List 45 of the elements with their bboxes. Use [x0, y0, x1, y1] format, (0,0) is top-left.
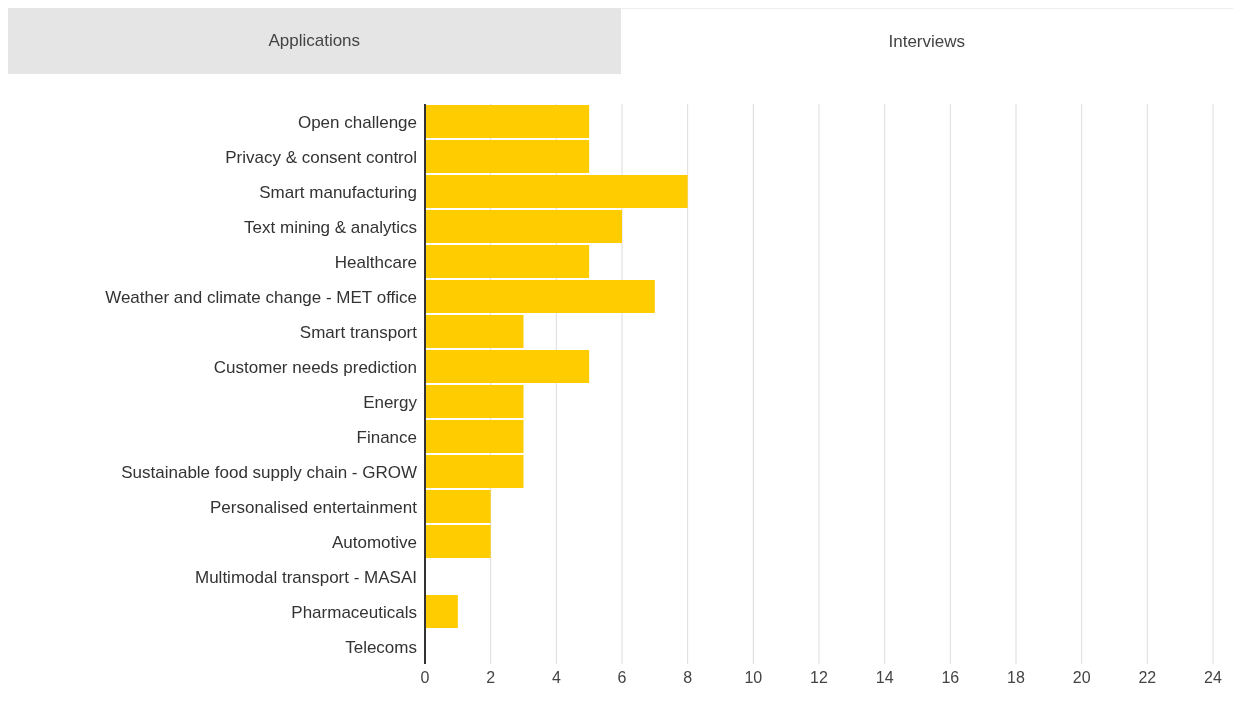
x-tick-label: 6	[617, 669, 627, 687]
y-tick-label: Weather and climate change - MET office	[105, 287, 417, 307]
y-tick-label: Telecoms	[345, 637, 417, 657]
y-tick-label: Text mining & analytics	[244, 217, 417, 237]
x-tick-label: 4	[551, 669, 561, 687]
y-tick-label: Privacy & consent control	[225, 147, 417, 167]
x-tick-label: 14	[875, 669, 894, 687]
bar	[425, 140, 590, 173]
x-tick-label: 18	[1007, 669, 1025, 687]
x-tick-label: 20	[1072, 669, 1091, 687]
text: Interviews	[620, 8, 1233, 74]
y-tick-label: Automotive	[331, 532, 417, 552]
bar	[425, 420, 524, 453]
x-tick-label: 16	[941, 669, 960, 687]
bar	[425, 595, 458, 628]
x-tick-label: 10	[744, 669, 763, 687]
y-tick-label: Finance	[356, 427, 417, 447]
bar	[425, 350, 590, 383]
bar	[425, 455, 524, 488]
y-tick-label: Pharmaceuticals	[291, 602, 417, 622]
x-tick-label: 22	[1138, 669, 1157, 687]
y-tick-label: Customer needs prediction	[213, 357, 417, 377]
bar	[425, 245, 590, 278]
x-tick-label: 8	[683, 669, 693, 687]
x-tick-label: 24	[1204, 669, 1222, 687]
y-tick-label: Personalised entertainment	[210, 497, 418, 517]
bar	[425, 210, 622, 243]
y-tick-label: Open challenge	[297, 112, 417, 132]
y-tick-label: Multimodal transport - MASAI	[194, 567, 417, 587]
text: Applications	[8, 8, 621, 74]
x-tick-label: 12	[810, 669, 828, 687]
y-tick-label: Healthcare	[334, 252, 417, 272]
x-tick-label: 2	[486, 669, 496, 687]
x-tick-label: 0	[420, 669, 430, 687]
y-tick-label: Energy	[363, 392, 418, 412]
bar	[425, 105, 590, 138]
bar	[425, 315, 524, 348]
y-tick-label: Sustainable food supply chain - GROW	[121, 462, 417, 482]
y-tick-label: Smart manufacturing	[259, 182, 417, 202]
bar	[425, 280, 655, 313]
bar	[425, 490, 491, 523]
y-tick-label: Smart transport	[299, 322, 418, 342]
bar	[425, 175, 688, 208]
bar	[425, 525, 491, 558]
bar	[425, 385, 524, 418]
